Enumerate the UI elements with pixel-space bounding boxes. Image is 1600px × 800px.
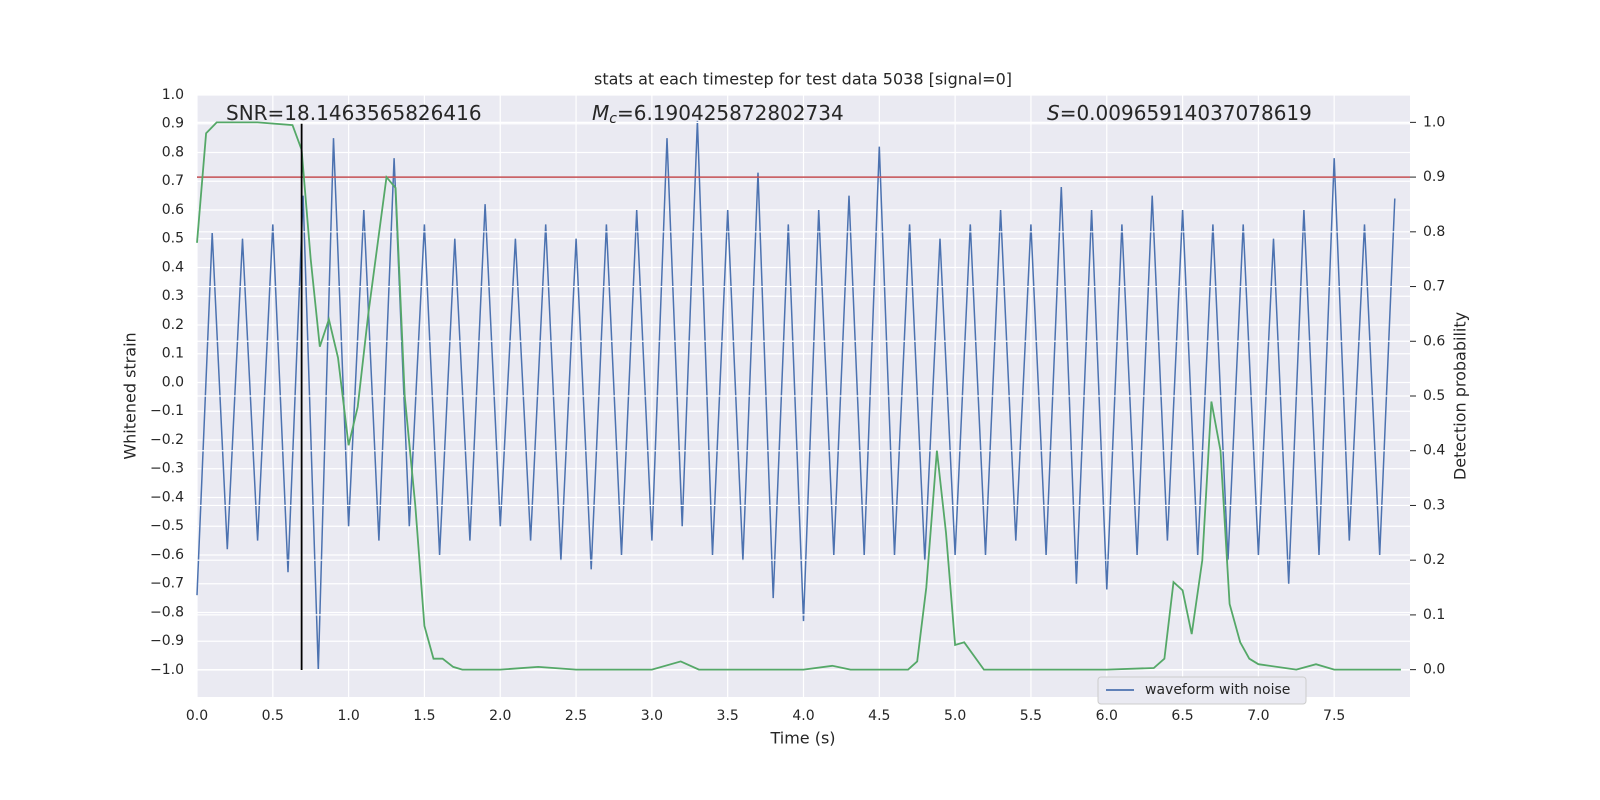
annotation-subscript: c (609, 111, 617, 127)
y-tick-label: −0.6 (150, 547, 184, 563)
y2-tick-label: 0.9 (1423, 169, 1445, 185)
x-tick-label: 6.5 (1171, 708, 1193, 724)
y2-tick-label: 0.8 (1423, 224, 1445, 240)
y-tick-label: 0.0 (162, 374, 184, 390)
x-tick-label: 1.0 (337, 708, 359, 724)
x-tick-label: 5.0 (944, 708, 966, 724)
y-tick-label: 0.3 (162, 288, 184, 304)
y-axis-label: Whitened strain (121, 332, 140, 459)
x-tick-label: 7.5 (1323, 708, 1345, 724)
y2-tick-label: 0.1 (1423, 607, 1445, 623)
annotation-symbol: M (592, 101, 609, 125)
y-tick-label: −1.0 (150, 662, 184, 678)
y-tick-label: 0.7 (162, 173, 184, 189)
x-tick-label: 3.5 (717, 708, 739, 724)
y-tick-label: −0.8 (150, 604, 184, 620)
y2-tick-label: 0.2 (1423, 552, 1445, 568)
x-tick-label: 0.5 (262, 708, 284, 724)
annotation-text: SNR=18.1463565826416 (226, 101, 482, 125)
y2-axis-label: Detection probability (1451, 312, 1470, 480)
y-tick-label: −0.1 (150, 403, 184, 419)
x-tick-label: 2.0 (489, 708, 511, 724)
x-tick-label: 5.5 (1020, 708, 1042, 724)
y-tick-label: −0.7 (150, 576, 184, 592)
x-tick-label: 6.0 (1096, 708, 1118, 724)
y-tick-label: −0.3 (150, 461, 184, 477)
x-axis-label: Time (s) (769, 729, 835, 748)
y2-tick-label: 0.5 (1423, 388, 1445, 404)
y-tick-label: −0.9 (150, 633, 184, 649)
x-tick-label: 2.5 (565, 708, 587, 724)
x-tick-label: 4.5 (868, 708, 890, 724)
y-tick-label: 0.5 (162, 231, 184, 247)
y-tick-label: 0.4 (162, 259, 184, 275)
y2-tick-label: 0.6 (1423, 333, 1445, 349)
y2-tick-label: 0.3 (1423, 497, 1445, 513)
probability-line (196, 121, 1401, 671)
y-tick-label: −0.4 (150, 489, 184, 505)
x-tick-label: 0.0 (186, 708, 208, 724)
annotation-symbol: S (1047, 101, 1060, 125)
annotation: SNR=18.1463565826416 (226, 101, 482, 125)
y-tick-label: −0.5 (150, 518, 184, 534)
y2-tick-label: 0.0 (1423, 662, 1445, 678)
annotation: Mc=6.190425872802734 (592, 101, 844, 128)
annotation-text: =0.00965914037078619 (1060, 101, 1312, 125)
annotation: S=0.00965914037078619 (1047, 101, 1312, 125)
y2-tick-label: 0.4 (1423, 443, 1445, 459)
y-tick-label: 0.2 (162, 317, 184, 333)
y-tick-label: 0.1 (162, 346, 184, 362)
x-tick-label: 7.0 (1247, 708, 1269, 724)
annotation-text: =6.190425872802734 (617, 101, 844, 125)
chart-title: stats at each timestep for test data 503… (594, 70, 1012, 89)
x-tick-label: 4.0 (792, 708, 814, 724)
x-tick-label: 3.0 (641, 708, 663, 724)
y-tick-label: 0.6 (162, 202, 184, 218)
y-tick-label: 0.9 (162, 116, 184, 132)
legend-box (1097, 676, 1307, 705)
y-tick-label: 1.0 (162, 87, 184, 103)
y-tick-label: 0.8 (162, 144, 184, 160)
legend-label: waveform with noise (1145, 682, 1290, 698)
x-tick-label: 1.5 (413, 708, 435, 724)
y2-tick-label: 1.0 (1423, 114, 1445, 130)
y2-tick-label: 0.7 (1423, 279, 1445, 295)
y-tick-label: −0.2 (150, 432, 184, 448)
